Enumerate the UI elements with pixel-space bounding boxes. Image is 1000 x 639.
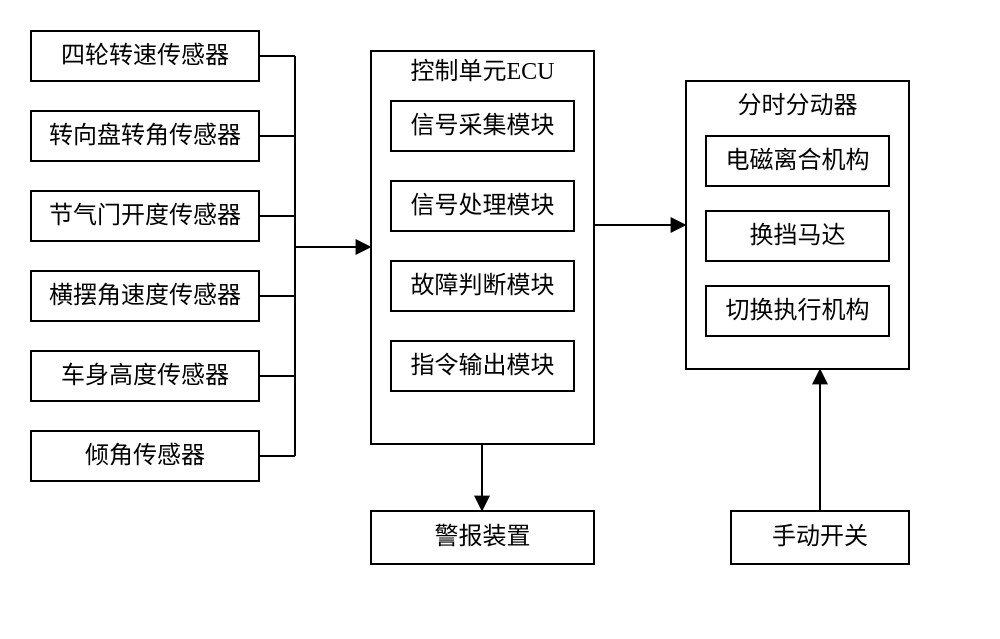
ecu-module-label: 信号处理模块 [411, 192, 555, 221]
ecu-signal-proc: 信号处理模块 [390, 180, 575, 232]
sensor-throttle: 节气门开度传感器 [30, 190, 260, 242]
transfer-actuator: 切换执行机构 [705, 285, 890, 337]
sensor-ride-height: 车身高度传感器 [30, 350, 260, 402]
sensor-label: 节气门开度传感器 [49, 202, 241, 231]
manual-label: 手动开关 [772, 523, 868, 552]
transfer-label: 换挡马达 [750, 222, 846, 251]
sensor-steering-angle: 转向盘转角传感器 [30, 110, 260, 162]
transfer-motor: 换挡马达 [705, 210, 890, 262]
ecu-title: 控制单元ECU [370, 58, 595, 87]
transfer-clutch: 电磁离合机构 [705, 135, 890, 187]
ecu-module-label: 信号采集模块 [411, 112, 555, 141]
sensor-label: 横摆角速度传感器 [49, 282, 241, 311]
sensor-incline: 倾角传感器 [30, 430, 260, 482]
alarm-label: 警报装置 [435, 523, 531, 552]
sensor-label: 四轮转速传感器 [61, 42, 229, 71]
sensor-wheel-speed: 四轮转速传感器 [30, 30, 260, 82]
ecu-fault-judge: 故障判断模块 [390, 260, 575, 312]
sensor-label: 倾角传感器 [85, 442, 205, 471]
sensor-label: 转向盘转角传感器 [49, 122, 241, 151]
alarm-box: 警报装置 [370, 510, 595, 565]
ecu-signal-acq: 信号采集模块 [390, 100, 575, 152]
manual-switch-box: 手动开关 [730, 510, 910, 565]
transfer-label: 电磁离合机构 [726, 147, 870, 176]
transfer-title: 分时分动器 [685, 92, 910, 121]
ecu-module-label: 故障判断模块 [411, 272, 555, 301]
sensor-yaw-rate: 横摆角速度传感器 [30, 270, 260, 322]
transfer-label: 切换执行机构 [726, 297, 870, 326]
ecu-cmd-output: 指令输出模块 [390, 340, 575, 392]
ecu-module-label: 指令输出模块 [411, 352, 555, 381]
sensor-label: 车身高度传感器 [61, 362, 229, 391]
